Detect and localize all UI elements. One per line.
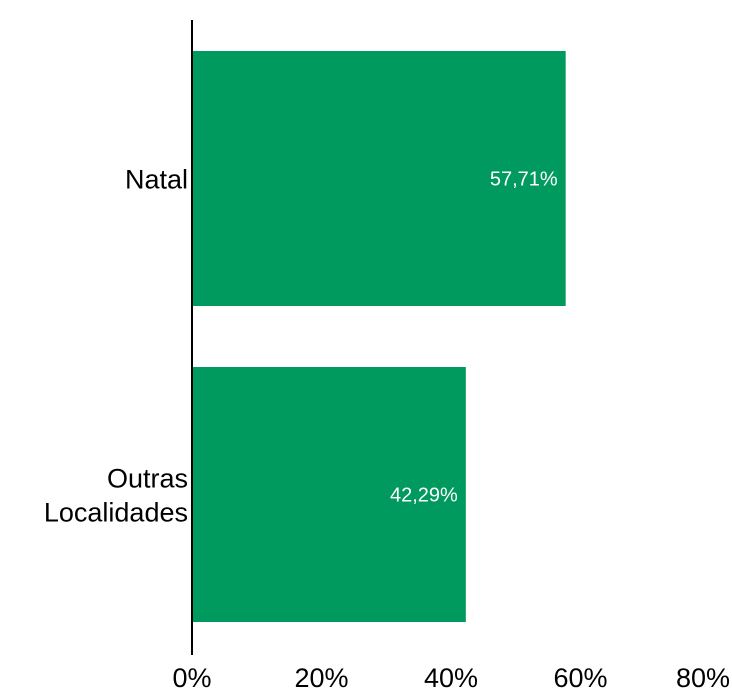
x-tick-label-2: 40%	[424, 663, 478, 693]
bar-1	[192, 367, 466, 622]
labels-layer: 57,71% 42,29%	[390, 169, 558, 507]
x-axis-ticks: 0% 20% 40% 60% 80%	[172, 663, 730, 693]
category-labels: Natal Outras Localidades	[44, 165, 188, 528]
category-label-0-line-0: Natal	[125, 165, 188, 195]
bars-layer	[192, 51, 566, 622]
data-label-0: 57,71%	[490, 169, 558, 191]
x-tick-label-3: 60%	[553, 663, 607, 693]
x-tick-label-0: 0%	[172, 663, 211, 693]
category-label-1-line-1: Localidades	[44, 498, 188, 528]
bar-0	[192, 51, 566, 306]
category-label-1-line-0: Outras	[107, 464, 188, 494]
x-tick-label-1: 20%	[294, 663, 348, 693]
data-label-1: 42,29%	[390, 485, 458, 507]
x-tick-label-4: 80%	[676, 663, 730, 693]
